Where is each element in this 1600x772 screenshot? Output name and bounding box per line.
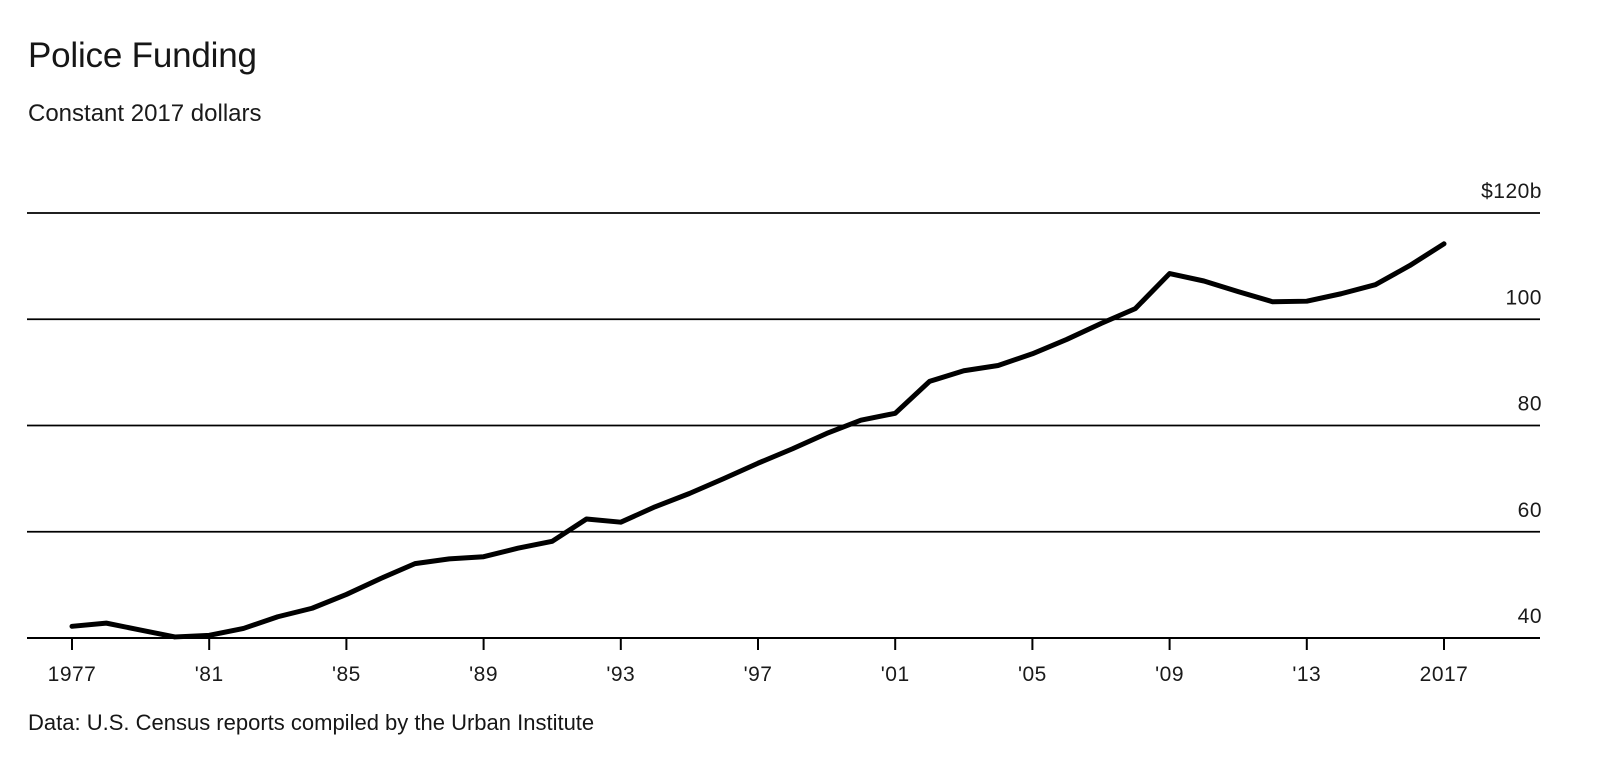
x-tick-label-1993: '93 <box>606 663 635 686</box>
x-tick-label-1981: '81 <box>195 663 224 686</box>
x-tick-label-2013: '13 <box>1292 663 1321 686</box>
x-tick-label-1997: '97 <box>744 663 773 686</box>
x-tick-label-2005: '05 <box>1018 663 1047 686</box>
y-tick-label-80: 80 <box>1518 393 1542 416</box>
x-tick-label-1985: '85 <box>332 663 361 686</box>
x-tick-label-1977: 1977 <box>48 663 97 686</box>
y-tick-label-100: 100 <box>1505 286 1542 309</box>
police-funding-line <box>69 241 1447 640</box>
x-tick-label-2017: 2017 <box>1420 663 1469 686</box>
y-tick-label-120: $120b <box>1481 180 1542 203</box>
x-tick-label-1989: '89 <box>469 663 498 686</box>
chart-subtitle: Constant 2017 dollars <box>28 100 262 127</box>
x-tick-label-2009: '09 <box>1155 663 1184 686</box>
data-source-note: Data: U.S. Census reports compiled by th… <box>28 710 595 735</box>
y-tick-label-60: 60 <box>1518 499 1542 522</box>
y-tick-label-40: 40 <box>1518 605 1542 628</box>
chart-header: Police Funding Constant 2017 dollars <box>28 36 261 128</box>
chart-title: Police Funding <box>28 36 257 75</box>
x-tick-label-2001: '01 <box>881 663 910 686</box>
